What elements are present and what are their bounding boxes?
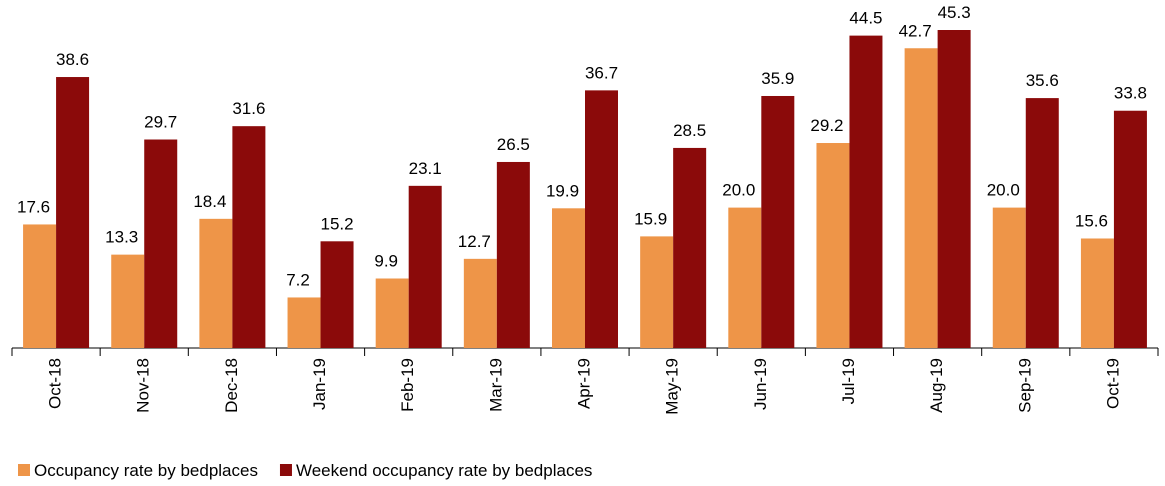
bar — [585, 90, 618, 349]
value-label: 31.6 — [232, 99, 265, 118]
value-label: 15.6 — [1075, 211, 1108, 230]
bar — [761, 95, 795, 348]
bar — [673, 147, 707, 348]
value-label: 45.3 — [938, 3, 971, 22]
x-tick-label: Sep-19 — [1015, 358, 1034, 413]
value-label: 23.1 — [409, 159, 442, 178]
value-label: 44.5 — [849, 9, 882, 28]
value-label: 13.3 — [105, 228, 138, 247]
bar — [1080, 238, 1114, 348]
bar — [552, 208, 585, 348]
bar — [463, 258, 497, 348]
value-label: 15.2 — [320, 214, 353, 233]
bar — [1025, 98, 1059, 348]
value-label: 29.2 — [810, 116, 843, 135]
value-label: 17.6 — [17, 197, 50, 216]
bar — [496, 161, 530, 348]
x-tick-label: Feb-19 — [398, 358, 417, 412]
bar — [937, 30, 971, 348]
x-tick-label: Dec-18 — [222, 358, 241, 413]
bar — [111, 254, 145, 348]
bar — [904, 48, 938, 349]
legend-label: Occupancy rate by bedplaces — [34, 461, 258, 480]
x-tick-label: Apr-19 — [574, 358, 593, 409]
bar — [23, 224, 57, 348]
value-label: 19.9 — [546, 181, 579, 200]
value-label: 28.5 — [673, 121, 706, 140]
value-label: 33.8 — [1114, 84, 1147, 103]
bar — [144, 139, 178, 348]
x-tick-label: Oct-19 — [1103, 358, 1122, 409]
legend-swatch — [18, 464, 30, 476]
x-tick-label: Jan-19 — [310, 358, 329, 410]
value-label: 35.6 — [1026, 71, 1059, 90]
value-label: 29.7 — [144, 113, 177, 132]
legend-label: Weekend occupancy rate by bedplaces — [296, 461, 592, 480]
value-label: 15.9 — [634, 209, 667, 228]
value-label: 26.5 — [497, 135, 530, 154]
value-label: 18.4 — [193, 192, 226, 211]
bar — [816, 143, 850, 348]
x-tick-label: Nov-18 — [134, 358, 153, 413]
value-label: 36.7 — [585, 63, 618, 82]
x-tick-label: Aug-19 — [927, 358, 946, 413]
x-tick-label: Jul-19 — [839, 358, 858, 404]
bar — [287, 297, 321, 348]
bar — [1113, 110, 1147, 348]
bar — [320, 241, 354, 348]
x-tick-label: Jun-19 — [751, 358, 770, 410]
value-label: 12.7 — [458, 232, 491, 251]
bar — [232, 126, 266, 349]
bar — [992, 207, 1026, 348]
bar — [728, 207, 762, 348]
bar — [56, 77, 90, 348]
bar — [375, 278, 409, 348]
legend-swatch — [279, 464, 292, 476]
bar — [849, 35, 883, 348]
value-label: 20.0 — [987, 181, 1020, 200]
value-label: 20.0 — [722, 181, 755, 200]
x-tick-label: May-19 — [663, 358, 682, 415]
value-label: 35.9 — [761, 69, 794, 88]
bar — [408, 185, 442, 348]
x-tick-label: Oct-18 — [46, 358, 65, 409]
value-label: 9.9 — [374, 252, 398, 271]
bar — [199, 218, 233, 348]
value-label: 7.2 — [286, 270, 310, 289]
value-label: 38.6 — [56, 50, 89, 69]
bar — [640, 236, 674, 348]
value-label: 42.7 — [899, 21, 932, 40]
x-tick-label: Mar-19 — [486, 358, 505, 412]
